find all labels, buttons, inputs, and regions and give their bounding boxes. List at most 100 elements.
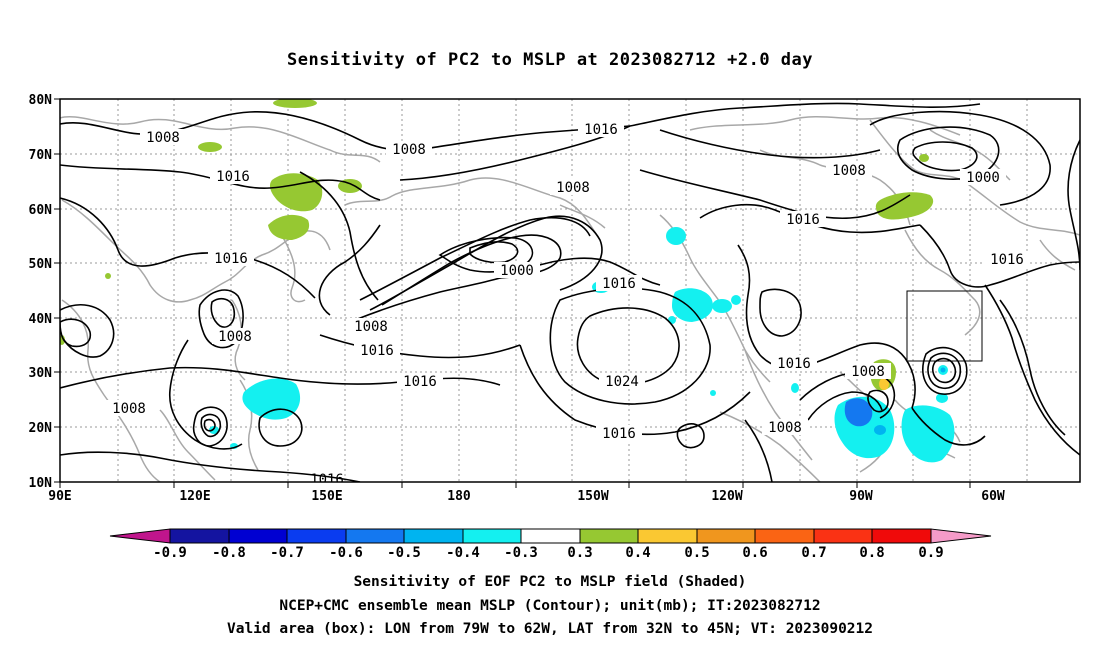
shade-patch bbox=[901, 405, 955, 463]
lat-tick-label: 60N bbox=[29, 203, 53, 218]
lon-tick-label: 150W bbox=[577, 489, 608, 504]
colorbar-bin bbox=[696, 528, 756, 544]
contour-label: 1016 bbox=[602, 276, 636, 292]
shade-patch bbox=[875, 192, 934, 220]
colorbar-label: 0.8 bbox=[859, 545, 884, 561]
contour-label: 1000 bbox=[966, 170, 1000, 186]
colorbar-label: 0.3 bbox=[567, 545, 592, 561]
colorbar-label: -0.3 bbox=[504, 545, 538, 561]
colorbar-label: -0.6 bbox=[329, 545, 363, 561]
colorbar-bin bbox=[286, 528, 347, 544]
shade-patch bbox=[710, 390, 716, 396]
shade-patch bbox=[105, 273, 111, 279]
colorbar-bin bbox=[579, 528, 639, 544]
lon-tick-label: 90W bbox=[849, 489, 873, 504]
lon-tick-label: 120W bbox=[711, 489, 742, 504]
lon-tick-label: 120E bbox=[179, 489, 210, 504]
shade-patch bbox=[273, 99, 317, 108]
colorbar-bin bbox=[345, 528, 405, 544]
contour-label: 1008 bbox=[392, 142, 426, 158]
lat-tick-label: 10N bbox=[29, 476, 53, 491]
contour-label: 1008 bbox=[218, 329, 252, 345]
shade-patch bbox=[60, 335, 65, 345]
chart-title: Sensitivity of PC2 to MSLP at 2023082712… bbox=[286, 50, 813, 70]
lon-tick-label: 60W bbox=[981, 489, 1005, 504]
colorbar-label: 0.9 bbox=[918, 545, 943, 561]
lon-tick-label: 180 bbox=[447, 489, 471, 504]
colorbar-bin bbox=[637, 528, 698, 544]
colorbar-label: -0.9 bbox=[153, 545, 187, 561]
colorbar-right-arrow bbox=[930, 528, 992, 544]
contour-label: 1008 bbox=[556, 180, 590, 196]
contour-label: 1016 bbox=[786, 212, 820, 228]
contour-label: 1016 bbox=[584, 122, 618, 138]
contour-labels: 1008 1008 1016 1016 1008 1000 1016 1008 … bbox=[106, 121, 1030, 488]
shade-patch bbox=[879, 378, 889, 390]
colorbar-label: 0.6 bbox=[742, 545, 767, 561]
colorbar-bin bbox=[169, 528, 230, 544]
colorbar-label: -0.8 bbox=[212, 545, 246, 561]
contour-label: 1016 bbox=[990, 252, 1024, 268]
shade-patch bbox=[919, 154, 929, 162]
shade-patch bbox=[791, 383, 799, 393]
colorbar-bin bbox=[462, 528, 522, 544]
colorbar-left-arrow bbox=[109, 528, 171, 544]
contour-label: 1016 bbox=[216, 169, 250, 185]
colorbar-label: -0.4 bbox=[446, 545, 480, 561]
shade-patch bbox=[940, 367, 946, 373]
lon-tick-label: 90E bbox=[48, 489, 71, 504]
contour-label: 1016 bbox=[777, 356, 811, 372]
mslp-contours bbox=[60, 102, 1080, 482]
caption-line-1: Sensitivity of EOF PC2 to MSLP field (Sh… bbox=[353, 574, 747, 590]
valid-area-box bbox=[906, 290, 983, 362]
lat-axis: 80N 70N 60N 50N 40N 30N 20N 10N bbox=[29, 93, 60, 491]
lat-tick-label: 50N bbox=[29, 257, 53, 272]
colorbar-label: -0.5 bbox=[387, 545, 421, 561]
lat-tick-label: 80N bbox=[29, 93, 53, 108]
contour-label: 1008 bbox=[851, 364, 885, 380]
colorbar-label: 0.4 bbox=[625, 545, 650, 561]
colorbar-label: 0.7 bbox=[801, 545, 826, 561]
contour-label: 1016 bbox=[360, 343, 394, 359]
shade-patch bbox=[198, 142, 222, 152]
colorbar bbox=[109, 528, 992, 544]
lon-axis: 90E 120E 150E 180 150W 120W 90W 60W bbox=[48, 482, 1005, 504]
shade-patch bbox=[712, 299, 732, 313]
contour-label: 1008 bbox=[146, 130, 180, 146]
colorbar-label: -0.7 bbox=[270, 545, 304, 561]
shade-patch bbox=[209, 426, 219, 434]
shade-patch bbox=[268, 214, 310, 240]
contour-label: 1008 bbox=[768, 420, 802, 436]
lat-tick-label: 40N bbox=[29, 312, 53, 327]
colorbar-bin bbox=[403, 528, 464, 544]
colorbar-bin bbox=[871, 528, 932, 544]
colorbar-bin bbox=[228, 528, 288, 544]
shade-patch bbox=[874, 425, 886, 435]
shade-patch bbox=[844, 398, 873, 427]
colorbar-labels: -0.9 -0.8 -0.7 -0.6 -0.5 -0.4 -0.3 0.3 0… bbox=[153, 545, 944, 561]
contour-label: 1016 bbox=[602, 426, 636, 442]
caption-line-3: Valid area (box): LON from 79W to 62W, L… bbox=[226, 621, 873, 637]
shade-patch bbox=[936, 393, 948, 403]
colorbar-bin bbox=[520, 528, 581, 544]
shade-patch bbox=[731, 295, 741, 305]
contour-label: 1008 bbox=[354, 319, 388, 335]
contour-label: 1016 bbox=[310, 472, 344, 488]
contour-label: 1008 bbox=[832, 163, 866, 179]
colorbar-bin bbox=[754, 528, 815, 544]
lat-tick-label: 20N bbox=[29, 421, 53, 436]
lon-tick-label: 150E bbox=[311, 489, 342, 504]
shade-patch bbox=[666, 227, 686, 245]
contour-label: 1016 bbox=[214, 251, 248, 267]
contour-label: 1024 bbox=[605, 374, 639, 390]
caption-line-2: NCEP+CMC ensemble mean MSLP (Contour); u… bbox=[279, 598, 821, 614]
contour-label: 1000 bbox=[500, 263, 534, 279]
lat-tick-label: 70N bbox=[29, 148, 53, 163]
contour-label: 1016 bbox=[403, 374, 437, 390]
lat-tick-label: 30N bbox=[29, 366, 53, 381]
colorbar-bin bbox=[813, 528, 873, 544]
colorbar-label: 0.5 bbox=[684, 545, 709, 561]
contour-label: 1008 bbox=[112, 401, 146, 417]
shade-patch bbox=[672, 288, 713, 322]
